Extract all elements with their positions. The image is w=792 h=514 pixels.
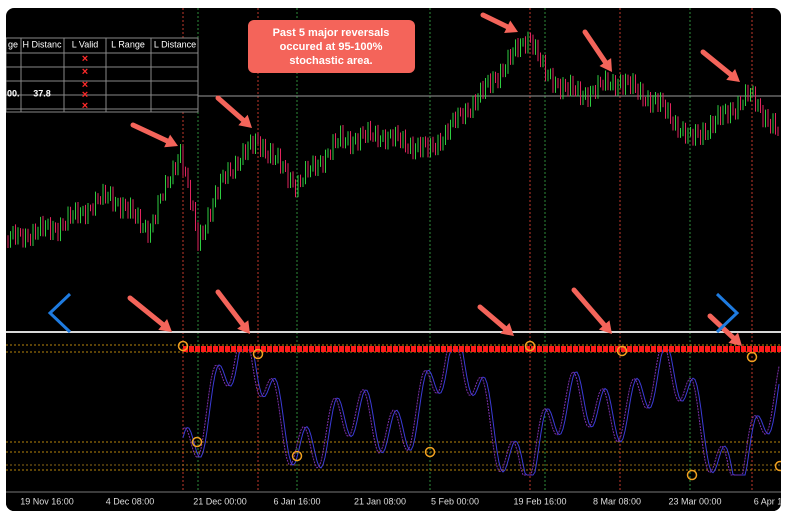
arrow-shaft xyxy=(582,29,608,65)
table-header-cell: ge xyxy=(8,39,18,49)
arrow-head xyxy=(238,114,252,128)
axis-strip xyxy=(6,492,781,511)
table-header: ge H Distanc L Valid L Range L Distance xyxy=(8,39,196,49)
arrow-shaft xyxy=(700,49,734,77)
reversal-circle xyxy=(252,348,264,360)
x-axis-label: 19 Nov 16:00 xyxy=(20,496,74,506)
reversal-circle xyxy=(177,340,189,352)
x-axis-label: 21 Jan 08:00 xyxy=(354,496,406,506)
carousel-next[interactable] xyxy=(715,292,740,334)
screenshot: 19 Nov 16:00 4 Dec 08:00 21 Dec 00:00 6 Jan… xyxy=(6,8,783,511)
stochastic-line xyxy=(182,349,780,476)
arrow-shaft xyxy=(127,295,166,327)
reversal-circle xyxy=(191,436,203,448)
x-axis-label: 6 Jan 16:00 xyxy=(273,496,320,506)
table-header-cell: L Distance xyxy=(154,39,196,49)
table-header-cell: L Valid xyxy=(72,39,99,49)
x-axis-label: 5 Feb 00:00 xyxy=(431,496,479,506)
annotation-line: stochastic area. xyxy=(289,55,372,67)
arrow-head xyxy=(500,322,514,336)
annotation-line: Past 5 major reversals xyxy=(273,27,390,39)
reversal-circles xyxy=(177,340,781,481)
arrow-head xyxy=(504,20,518,34)
table-cell: 37.8 xyxy=(33,88,51,98)
arrow-head xyxy=(599,58,612,72)
invalid-mark: × xyxy=(82,53,88,65)
arrow-head xyxy=(728,332,742,346)
arrow-shaft xyxy=(215,95,246,123)
arrow-head xyxy=(164,134,178,148)
x-axis-label: 23 Mar 00:00 xyxy=(668,496,721,506)
reversal-circle xyxy=(746,351,758,363)
x-axis-label: 4 Dec 08:00 xyxy=(106,496,155,506)
carousel-prev[interactable] xyxy=(47,292,72,334)
arrow-shaft xyxy=(571,287,607,328)
table-header-cell: L Range xyxy=(111,39,145,49)
arrow-shaft xyxy=(480,12,510,30)
x-axis-label: 21 Dec 00:00 xyxy=(193,496,247,506)
annotation-box xyxy=(248,20,415,73)
annotation: Past 5 major reversals occured at 95-100%… xyxy=(248,20,415,73)
arrow-head xyxy=(598,320,612,334)
reversal-circle xyxy=(424,446,436,458)
x-axis: 19 Nov 16:00 4 Dec 08:00 21 Dec 00:00 6 Jan… xyxy=(20,496,783,506)
x-axis-label: 19 Feb 16:00 xyxy=(513,496,566,506)
stochastic-line xyxy=(182,349,780,476)
table-cell: 00. xyxy=(7,88,20,98)
table-header-cell: H Distanc xyxy=(22,39,62,49)
x-axis-label: 6 Apr 1 xyxy=(754,496,783,506)
reversal-circle xyxy=(291,450,303,462)
price-candles xyxy=(7,31,779,251)
reversal-circle xyxy=(774,460,781,472)
table-grid xyxy=(6,38,198,112)
data-table: ge H Distanc L Valid L Range L Distance 00. … xyxy=(6,37,199,113)
arrows xyxy=(127,12,742,346)
invalid-mark: × xyxy=(82,89,88,101)
arrow-head xyxy=(237,320,250,334)
invalid-mark: × xyxy=(82,79,88,91)
annotation-line: occured at 95-100% xyxy=(280,41,383,53)
reversal-circle xyxy=(524,340,536,352)
arrow-head xyxy=(158,319,172,332)
stochastic-lines xyxy=(182,349,780,476)
x-axis-label: 8 Mar 08:00 xyxy=(593,496,641,506)
reversal-circle xyxy=(616,345,628,357)
arrow-shaft xyxy=(130,122,170,144)
arrow-shaft xyxy=(477,304,508,331)
arrow-head xyxy=(726,69,740,82)
invalid-mark: × xyxy=(82,66,88,78)
invalid-marks: ××××× xyxy=(82,53,88,112)
arrow-shaft xyxy=(215,289,246,327)
reversal-circle xyxy=(686,469,698,481)
table-frame xyxy=(6,37,199,113)
invalid-mark: × xyxy=(82,100,88,112)
